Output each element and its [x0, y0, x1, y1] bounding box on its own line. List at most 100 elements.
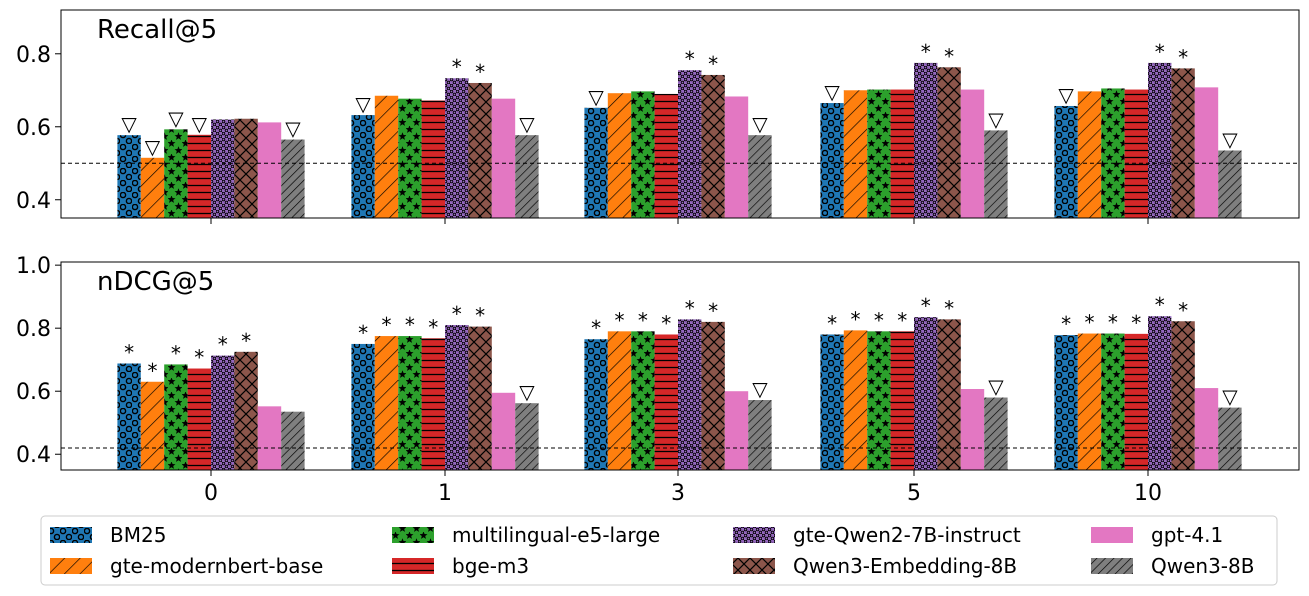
bar: [984, 130, 1008, 218]
bar-annotation: ▽: [285, 117, 301, 141]
legend: BM25 gte-modernbert-base multilingual-e5-l…: [40, 515, 1278, 586]
legend-entry: gte-modernbert-base: [50, 554, 323, 578]
x-tick-label: 0: [204, 481, 218, 506]
bar: [374, 95, 399, 218]
series-Qwen3-Embedding-8B: * * * *: [234, 44, 1195, 218]
bar: [117, 363, 141, 470]
series-Qwen3-Embedding-8B: * * * * *: [234, 296, 1195, 470]
bar: [867, 331, 891, 470]
bar-annotation: *: [591, 316, 601, 340]
bar: [1101, 88, 1125, 219]
panel-1: ▽ ▽ ▽ ▽ ▽ ▽ ▽ ▽ * * * * * * * * ▽ ▽ ▽ ▽ ▽ 0.4 0.6 0.8 Recall@5: [16, 9, 1300, 224]
bar-annotation: *: [1155, 293, 1165, 317]
bar-annotation: ▽: [355, 92, 371, 116]
bar-annotation: *: [897, 308, 907, 332]
bar: [820, 103, 844, 218]
bar-annotation: *: [827, 311, 837, 335]
bar: [937, 319, 961, 470]
bar: [351, 115, 375, 218]
legend-entry: BM25: [50, 523, 166, 547]
bar: [1054, 335, 1078, 470]
legend-entry: Qwen3-Embedding-8B: [733, 554, 1017, 578]
bar-annotation: *: [874, 308, 884, 332]
legend-swatch: [392, 527, 434, 543]
bar: [843, 330, 868, 470]
legend-label: gte-modernbert-base: [110, 554, 323, 578]
bar: [1171, 321, 1195, 470]
bar-annotation: *: [685, 47, 695, 71]
bar: [1194, 388, 1219, 470]
legend-swatch: [1091, 527, 1133, 543]
legend-entry: multilingual-e5-large: [392, 523, 660, 547]
bar-annotation: *: [475, 60, 485, 84]
legend-swatch: [1091, 558, 1133, 574]
series-bge-m3: * * * * *: [187, 308, 1148, 470]
bar: [914, 62, 938, 218]
series-gpt-4.1: [257, 87, 1219, 218]
bar: [140, 157, 165, 218]
bar: [421, 100, 445, 218]
panel-2: * * * * * * * * * * * * * * * * * * * * * * * * * * * * * * ▽ ▽ ▽ ▽ 0.4 0.6…: [16, 254, 1300, 506]
bar: [631, 91, 655, 218]
bar-annotation: *: [944, 44, 954, 68]
legend-entry: gpt-4.1: [1091, 523, 1223, 547]
bar: [1077, 91, 1102, 218]
bar: [1077, 333, 1102, 470]
legend-label: gte-Qwen2-7B-instruct: [793, 523, 1021, 547]
bar: [890, 331, 914, 470]
y-tick-label: 1.0: [16, 254, 51, 279]
bar-annotation: *: [171, 341, 181, 365]
bar: [398, 336, 422, 470]
bar-annotation: *: [218, 333, 228, 357]
y-tick-label: 0.6: [16, 380, 51, 405]
bar-annotation: *: [615, 308, 625, 332]
bar: [468, 82, 492, 218]
bar: [701, 74, 725, 218]
bar: [960, 89, 985, 218]
bar: [654, 93, 678, 218]
legend-swatch: [733, 527, 775, 543]
bar: [398, 98, 422, 218]
bar-annotation: *: [661, 311, 671, 335]
bar-annotation: ▽: [988, 375, 1004, 399]
legend-entry: gte-Qwen2-7B-instruct: [733, 523, 1021, 547]
bar: [890, 89, 914, 218]
y-tick-label: 0.8: [16, 317, 51, 342]
bar: [281, 139, 305, 218]
series-multilingual-e5-large: ▽: [164, 88, 1125, 219]
legend-entry: Qwen3-8B: [1091, 554, 1254, 578]
bar: [701, 321, 725, 470]
bar: [607, 93, 632, 218]
bar-annotation: *: [194, 346, 204, 370]
panel-title: Recall@5: [97, 15, 217, 45]
bar-annotation: ▽: [1058, 83, 1074, 107]
bar: [421, 338, 445, 470]
bar: [678, 70, 702, 219]
legend-frame: [40, 515, 1278, 586]
bar: [1218, 150, 1242, 218]
bar: [515, 403, 539, 470]
legend-label: gpt-4.1: [1151, 523, 1223, 547]
series-Qwen3-8B: ▽ ▽ ▽ ▽: [281, 375, 1242, 470]
legend-label: multilingual-e5-large: [452, 523, 660, 547]
bar: [117, 135, 141, 218]
bar: [724, 96, 749, 218]
bar: [187, 134, 211, 218]
bar: [984, 397, 1008, 470]
legend-swatch: [733, 558, 775, 574]
bar-annotation: ▽: [824, 80, 840, 104]
bar-annotation: *: [708, 299, 718, 323]
chart-panels: ▽▽ ▽ ▽ ▽▽▽ ▽* * * ** * * *▽ ▽ ▽ ▽▽0.40.60.8Recall@5**…: [16, 9, 1300, 506]
bar: [748, 400, 772, 470]
bar: [211, 119, 235, 218]
bar: [1054, 105, 1078, 218]
bar: [867, 89, 891, 218]
y-tick-label: 0.6: [16, 116, 51, 141]
bar: [914, 317, 938, 470]
bar-annotation: *: [124, 340, 134, 364]
bar-annotation: *: [1178, 45, 1188, 69]
series-Qwen3-8B: ▽ ▽ ▽ ▽ ▽: [281, 107, 1242, 218]
bar: [820, 334, 844, 470]
bar: [515, 135, 539, 218]
legend-label: BM25: [110, 523, 166, 547]
